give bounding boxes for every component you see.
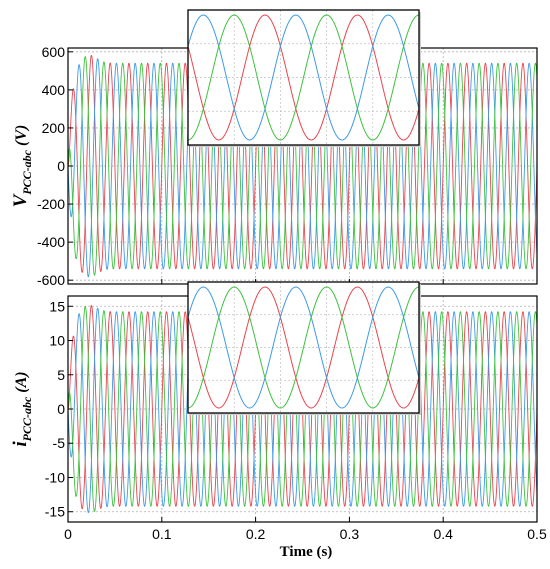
inset-frame [187,281,420,414]
series-line-phase-3 [67,306,538,512]
x-tick-label: 0.4 [433,526,453,542]
y-axis-label-subscript: PCC-abc [20,149,34,194]
inset-frame [187,9,420,146]
y-axis-label: iPCC-abc (A) [10,371,34,446]
y-tick-label: -10 [45,469,65,485]
y-tick-label: -15 [45,504,65,520]
series-line-phase-3 [67,56,538,276]
x-tick-label: 0.1 [152,526,172,542]
x-tick-label: 0.3 [340,526,360,542]
y-tick-label: 600 [42,44,66,60]
y-tick-label: 10 [49,333,65,349]
inset-series-phase-2 [187,286,420,409]
y-tick-label: 200 [42,120,66,136]
y-tick-label: 0 [57,401,65,417]
y-tick-label: 5 [57,367,65,383]
y-tick-label: -200 [37,196,65,212]
y-tick-label: -5 [53,435,66,451]
series-line-phase-1 [67,54,538,273]
y-axis-label-unit: (A) [13,371,30,396]
y-tick-label: -400 [37,234,65,250]
inset-series-phase-3 [187,14,420,141]
y-axis-label: VPCC-abc (V) [10,125,34,208]
inset-series-phase-1 [187,286,420,409]
inset-series-phase-2 [187,14,420,141]
x-tick-label: 0.5 [527,526,547,542]
y-axis-label-subscript: PCC-abc [20,396,34,441]
y-axis-label-main: i [10,441,31,447]
y-tick-label: -600 [37,272,65,288]
y-axis-label-unit: (V) [13,125,30,150]
inset-series-phase-1 [187,14,420,141]
inset-series-phase-3 [187,286,420,409]
x-tick-label: 0 [64,526,72,542]
y-tick-label: 15 [49,298,65,314]
current-panel: -15 -10 -5 0 5 10 15 0 0.1 0.2 0.3 0.4 0.5 iPCC-abc (… [10,281,547,542]
y-tick-label: 400 [42,82,66,98]
y-axis-label-main: V [10,193,31,207]
y-tick-label: 0 [57,158,65,174]
x-axis-label: Time (s) [280,544,333,560]
x-tick-label: 0.2 [246,526,266,542]
voltage-panel: -600 -400 -200 0 200 400 600 VPCC-abc (V) [10,9,538,288]
